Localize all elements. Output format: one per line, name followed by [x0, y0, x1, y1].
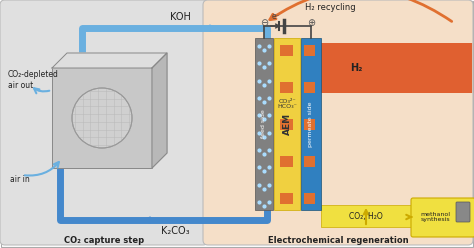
FancyBboxPatch shape [373, 43, 383, 93]
Text: K₂CO₃: K₂CO₃ [161, 226, 189, 236]
FancyBboxPatch shape [321, 205, 411, 227]
FancyBboxPatch shape [400, 43, 409, 93]
FancyBboxPatch shape [434, 43, 443, 93]
FancyBboxPatch shape [321, 43, 472, 93]
FancyBboxPatch shape [356, 43, 365, 93]
Text: air in: air in [10, 176, 30, 185]
Text: methanol
synthesis: methanol synthesis [420, 212, 450, 222]
FancyBboxPatch shape [426, 43, 435, 93]
FancyBboxPatch shape [330, 43, 339, 93]
FancyBboxPatch shape [280, 119, 293, 130]
FancyBboxPatch shape [301, 38, 321, 210]
FancyBboxPatch shape [456, 202, 470, 222]
Text: CO₂, H₂O: CO₂, H₂O [349, 212, 383, 220]
Circle shape [72, 88, 132, 148]
FancyBboxPatch shape [411, 198, 474, 237]
FancyBboxPatch shape [304, 193, 315, 204]
Text: ⊖: ⊖ [260, 18, 268, 28]
FancyBboxPatch shape [338, 43, 347, 93]
FancyBboxPatch shape [391, 43, 400, 93]
Text: permeate side: permeate side [309, 101, 313, 147]
FancyBboxPatch shape [280, 45, 293, 56]
Text: AEM: AEM [283, 113, 292, 135]
Text: CO₂ capture step: CO₂ capture step [64, 236, 144, 245]
Text: CO₃²⁻
HCO₃⁻: CO₃²⁻ HCO₃⁻ [277, 99, 297, 109]
FancyBboxPatch shape [469, 43, 474, 93]
FancyBboxPatch shape [255, 38, 273, 210]
FancyBboxPatch shape [460, 43, 470, 93]
Text: ⊕: ⊕ [307, 18, 315, 28]
FancyBboxPatch shape [0, 0, 208, 245]
FancyBboxPatch shape [280, 156, 293, 167]
FancyBboxPatch shape [347, 43, 356, 93]
Text: feed side: feed side [262, 110, 266, 138]
FancyBboxPatch shape [304, 82, 315, 93]
FancyBboxPatch shape [304, 156, 315, 167]
FancyBboxPatch shape [452, 43, 461, 93]
FancyBboxPatch shape [280, 193, 293, 204]
FancyBboxPatch shape [365, 43, 374, 93]
Text: KOH: KOH [170, 12, 191, 22]
Text: H₂: H₂ [350, 63, 362, 73]
FancyBboxPatch shape [321, 43, 330, 93]
Text: e⁻: e⁻ [272, 12, 280, 21]
FancyBboxPatch shape [274, 38, 300, 210]
FancyBboxPatch shape [304, 119, 315, 130]
FancyBboxPatch shape [382, 43, 391, 93]
Text: H₂ recycling: H₂ recycling [305, 3, 356, 12]
FancyBboxPatch shape [408, 43, 417, 93]
FancyBboxPatch shape [280, 82, 293, 93]
FancyBboxPatch shape [304, 45, 315, 56]
FancyBboxPatch shape [443, 43, 452, 93]
Text: CO₂-depleted
air out: CO₂-depleted air out [8, 70, 59, 90]
Polygon shape [52, 53, 167, 68]
Text: Electrochemical regeneration: Electrochemical regeneration [268, 236, 408, 245]
FancyBboxPatch shape [417, 43, 426, 93]
FancyBboxPatch shape [52, 68, 152, 168]
FancyBboxPatch shape [203, 0, 473, 245]
Polygon shape [152, 53, 167, 168]
